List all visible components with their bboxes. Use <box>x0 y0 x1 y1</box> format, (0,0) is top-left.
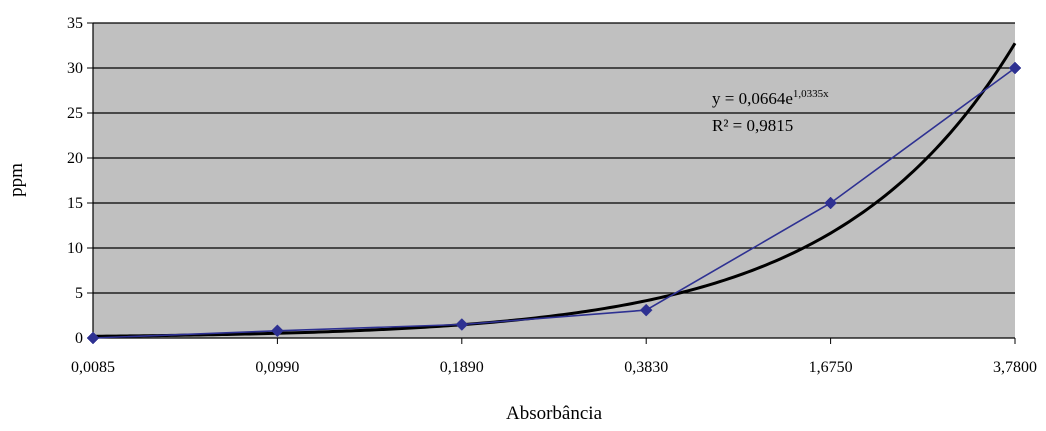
y-tick-label: 0 <box>75 330 83 347</box>
trendline-curve <box>92 42 1017 338</box>
tick-labels: 0 5 10 15 20 25 30 35 0,0085 0,0990 0,1890 0,3830 1,… <box>67 15 1037 376</box>
y-tick-label: 5 <box>75 285 83 302</box>
data-series <box>86 61 1022 345</box>
data-point-marker <box>1008 61 1022 75</box>
y-axis-title: ppm <box>6 163 27 197</box>
equation-exponent: 1,0335x <box>793 88 829 100</box>
x-tick-label: 0,1890 <box>440 359 484 376</box>
data-point-marker <box>639 303 653 317</box>
data-point-marker <box>271 324 284 338</box>
y-tick-label: 10 <box>67 240 83 257</box>
trendline <box>92 42 1017 338</box>
series-line <box>92 67 1016 339</box>
y-tick-label: 15 <box>67 195 83 212</box>
data-point-marker <box>455 318 469 331</box>
data-point-marker <box>86 331 100 345</box>
x-tick-label: 0,3830 <box>624 359 668 376</box>
y-tick-label: 20 <box>67 150 83 167</box>
y-tick-label: 35 <box>67 15 83 32</box>
data-point-marker <box>824 196 837 210</box>
plot-area <box>93 23 1015 338</box>
x-tick-label: 1,6750 <box>809 359 853 376</box>
equation-prefix: y = 0,0664e <box>712 89 793 108</box>
x-axis-title: Absorbância <box>506 403 603 424</box>
axes <box>87 22 1016 344</box>
equation-label: y = 0,0664e1,0335x <box>712 88 829 108</box>
y-tick-label: 30 <box>67 60 83 77</box>
r-squared-label: R² = 0,9815 <box>712 116 793 135</box>
x-tick-label: 3,7800 <box>993 359 1037 376</box>
gridlines <box>93 22 1015 294</box>
x-tick-label: 0,0085 <box>71 359 115 376</box>
x-tick-label: 0,0990 <box>255 359 299 376</box>
y-tick-label: 25 <box>67 105 83 122</box>
